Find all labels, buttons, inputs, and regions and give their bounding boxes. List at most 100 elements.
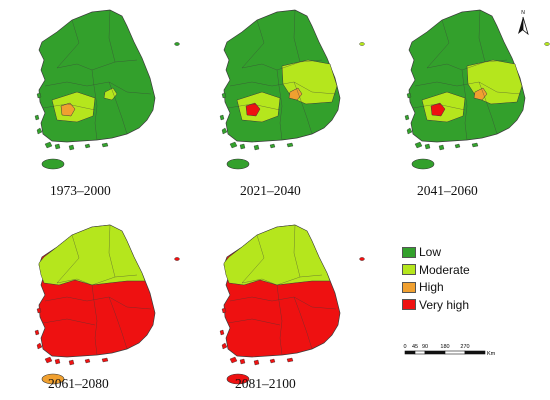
- province-border: [241, 19, 265, 69]
- scale-bar: 0 45 90 180 270 Km: [403, 344, 496, 357]
- province-border: [227, 103, 281, 111]
- province-border: [293, 81, 313, 135]
- coastal-island: [286, 142, 294, 148]
- korea-map: [34, 224, 180, 385]
- scale-tick-label: 0: [403, 344, 406, 350]
- coastal-island: [229, 356, 238, 364]
- legend-label: High: [419, 280, 444, 294]
- coastal-island: [84, 143, 91, 149]
- coastal-island: [54, 358, 61, 365]
- korea-map: [34, 9, 180, 170]
- mainland-region: [38, 9, 156, 143]
- coastal-island: [36, 92, 42, 99]
- scale-bar-segment: [464, 350, 486, 355]
- risk-zone-north: [223, 224, 331, 286]
- province-border: [91, 69, 98, 141]
- map-svg: [219, 224, 365, 385]
- coastal-island: [68, 144, 75, 151]
- scale-tick-label: 45: [412, 344, 418, 350]
- province-border: [426, 19, 450, 69]
- coastal-island: [269, 143, 276, 149]
- province-border: [478, 9, 486, 63]
- period-label: 2041–2060: [417, 183, 478, 198]
- coastal-island: [454, 143, 461, 149]
- province-border: [42, 318, 96, 326]
- scale-bar-segment: [424, 350, 446, 355]
- coastal-island: [101, 142, 109, 148]
- province-border: [412, 103, 466, 111]
- ulleung-islet: [174, 42, 180, 46]
- province-border: [241, 234, 265, 284]
- coastal-island: [414, 141, 423, 149]
- legend-swatch: [402, 281, 416, 293]
- period-label: 2021–2040: [240, 183, 301, 198]
- legend: Low Moderate High Very high: [402, 244, 470, 314]
- province-border: [42, 103, 96, 111]
- risk-zone-north: [38, 224, 146, 286]
- province-border: [229, 296, 337, 310]
- coastal-island: [239, 143, 246, 150]
- arrow-head-left: [518, 17, 523, 34]
- legend-label: Low: [419, 245, 442, 259]
- jeju-island: [411, 158, 435, 170]
- province-border: [56, 19, 80, 69]
- coastal-island: [221, 92, 227, 99]
- legend-item-very-high: Very high: [402, 297, 470, 313]
- coastal-island: [253, 359, 260, 366]
- scale-bar-segment: [414, 350, 426, 355]
- risk-zone-southwest-spot: [245, 102, 261, 117]
- coastal-island: [406, 127, 413, 135]
- province-border: [276, 69, 283, 141]
- province-border: [461, 69, 468, 141]
- province-border: [229, 81, 337, 95]
- coastal-island: [406, 92, 412, 99]
- scale-tick-label: 90: [422, 344, 428, 350]
- province-border: [108, 81, 128, 135]
- province-border: [91, 284, 98, 356]
- korea-map: [219, 9, 365, 170]
- scale-bar-segment: [404, 350, 416, 355]
- korea-map: [219, 224, 365, 385]
- province-border: [293, 296, 313, 350]
- jeju-island: [41, 158, 65, 170]
- province-border: [478, 81, 498, 135]
- coastal-island: [44, 356, 53, 364]
- map-panel-2021-2040: 2021–2040: [185, 0, 365, 210]
- coastal-island: [253, 144, 260, 151]
- scale-unit-label: Km: [487, 351, 496, 357]
- province-border: [293, 9, 301, 63]
- province-border: [44, 296, 152, 310]
- coastal-island: [471, 142, 479, 148]
- province-border: [56, 234, 80, 284]
- legend-item-moderate: Moderate: [402, 262, 470, 278]
- coastal-island: [54, 143, 61, 150]
- legend-swatch: [402, 299, 416, 310]
- coastal-island: [221, 342, 228, 350]
- period-label: 2081–2100: [235, 376, 296, 391]
- map-svg: [34, 224, 180, 385]
- province-border: [108, 224, 116, 278]
- province-border: [108, 9, 116, 63]
- legend-swatch: [402, 246, 416, 258]
- coastal-island: [219, 329, 225, 336]
- jeju-island: [226, 158, 250, 170]
- ulleung-islet: [359, 257, 365, 261]
- coastal-island: [438, 144, 445, 151]
- map-panel-2061-2080: 2061–2080: [0, 215, 180, 400]
- coastal-island: [239, 358, 246, 365]
- arrow-head-right: [522, 16, 529, 36]
- coastal-island: [424, 143, 431, 150]
- coastal-island: [68, 359, 75, 366]
- coastal-island: [229, 141, 238, 149]
- coastal-island: [404, 114, 410, 121]
- coastal-island: [36, 307, 42, 314]
- coastal-island: [219, 114, 225, 121]
- coastal-island: [221, 307, 227, 314]
- scale-tick-label: 270: [460, 344, 469, 350]
- coastal-island: [36, 342, 43, 350]
- coastal-island: [34, 329, 40, 336]
- province-border: [414, 81, 522, 95]
- map-svg: [219, 9, 365, 170]
- north-arrow-icon: N: [518, 10, 529, 36]
- risk-zone-southwest-spot: [430, 102, 446, 117]
